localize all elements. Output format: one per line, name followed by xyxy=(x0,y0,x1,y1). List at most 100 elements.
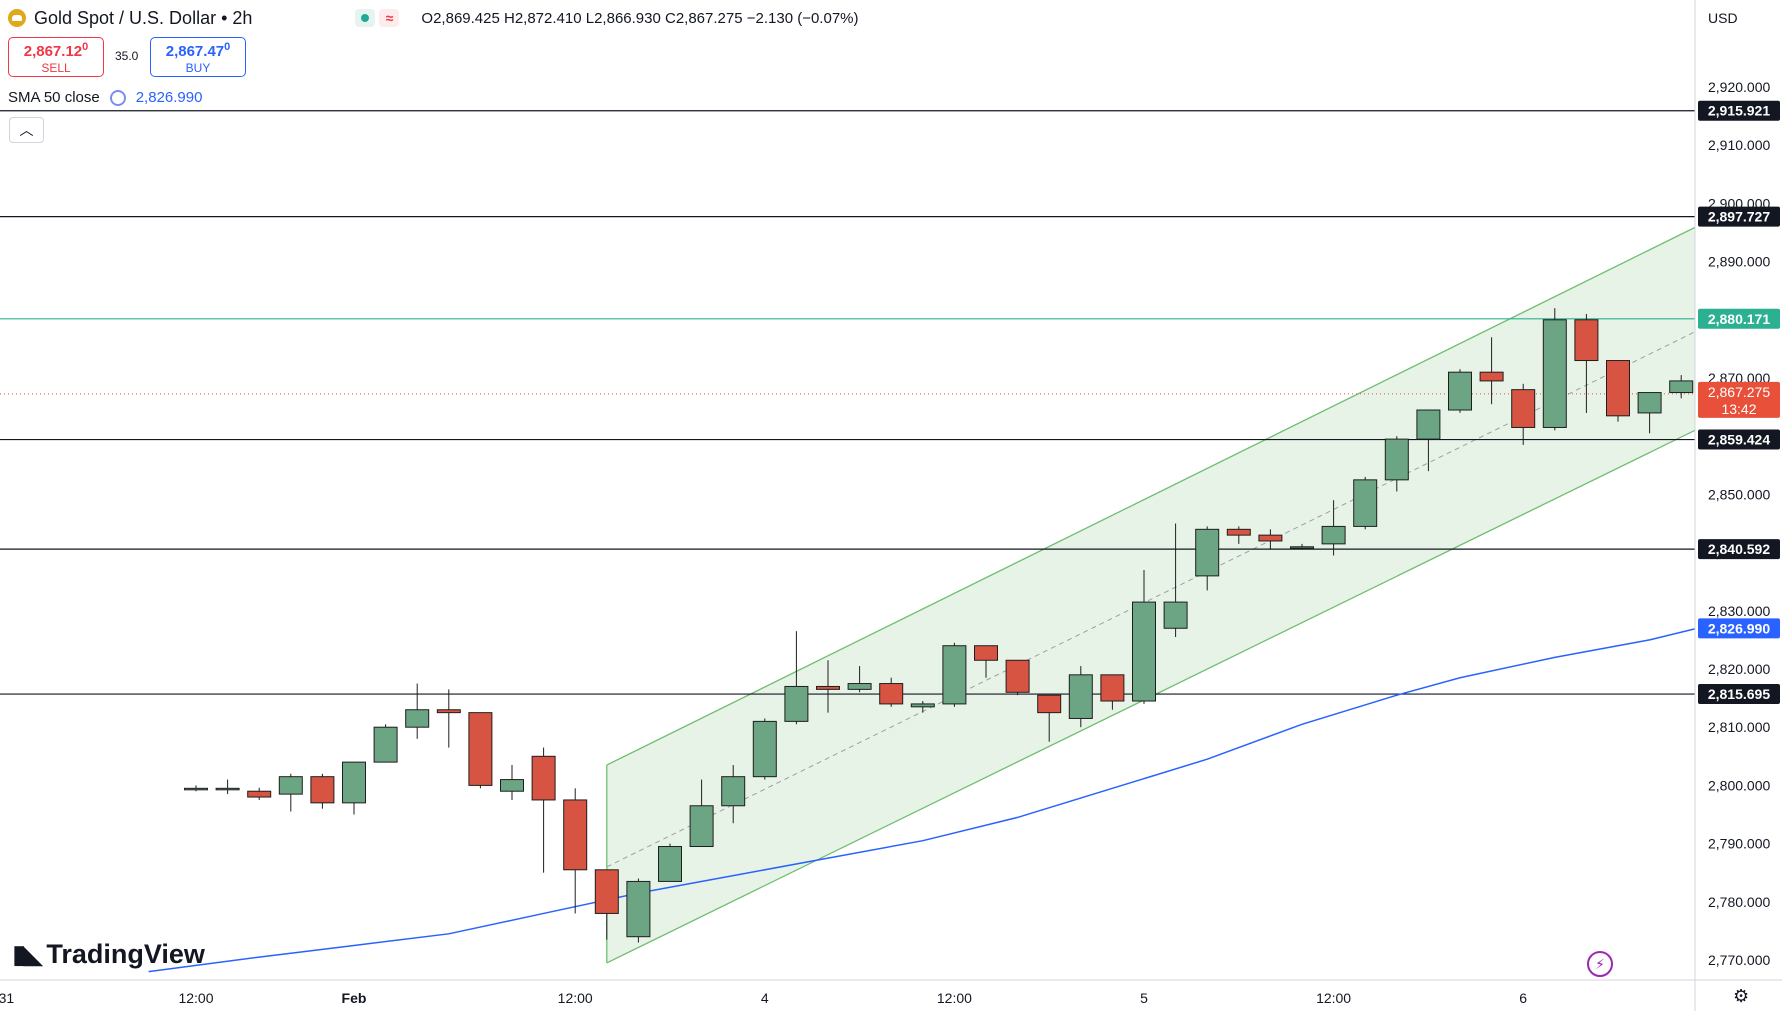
candle xyxy=(879,677,904,707)
candle xyxy=(278,773,303,812)
sma-value: 2,826.990 xyxy=(135,89,203,106)
tradingview-logo: ▮◣ TradingView xyxy=(12,939,205,969)
candle-body xyxy=(468,712,493,786)
level-price-label: 2,915.921 xyxy=(1708,103,1770,119)
candle-body xyxy=(689,805,714,848)
candle-body xyxy=(1384,438,1409,481)
candle-body xyxy=(373,726,398,763)
channel-fill xyxy=(606,227,1695,963)
candle-body xyxy=(784,685,809,722)
candle xyxy=(689,779,714,848)
candle-body xyxy=(1637,392,1662,414)
y-tick-label: 2,790.000 xyxy=(1708,836,1770,852)
plot-area xyxy=(0,110,1695,973)
candle xyxy=(1416,409,1441,472)
candle xyxy=(1290,543,1314,550)
sell-button[interactable]: 2,867.120 SELL xyxy=(8,37,104,77)
candle xyxy=(816,660,840,713)
x-tick-label: 4 xyxy=(761,990,769,1006)
candle-body xyxy=(1574,319,1599,362)
level-price-label: 2,880.171 xyxy=(1708,311,1770,327)
candle-body xyxy=(1606,360,1630,417)
y-tick-label: 2,890.000 xyxy=(1708,254,1770,270)
level-price-tag xyxy=(1698,206,1780,227)
candle-body xyxy=(405,709,430,728)
candle xyxy=(910,701,935,713)
x-tick-label: 12:00 xyxy=(1316,990,1351,1006)
channel-mid-line xyxy=(606,331,1695,868)
candle xyxy=(247,787,272,800)
currency-selector[interactable]: USD xyxy=(1708,10,1738,26)
candle-body xyxy=(1005,659,1030,693)
sma-legend[interactable]: SMA 50 close 2,826.990 xyxy=(8,89,202,106)
candle xyxy=(1226,526,1251,544)
y-tick-label: 2,920.000 xyxy=(1708,79,1770,95)
ohlc-readout: O2,869.425 H2,872.410 L2,866.930 C2,867.… xyxy=(421,9,859,27)
candle xyxy=(626,878,651,943)
candle xyxy=(594,869,619,940)
candle-body xyxy=(752,720,777,778)
symbol-title[interactable]: Gold Spot / U.S. Dollar • 2h xyxy=(34,7,253,28)
candle-body xyxy=(215,787,240,791)
candle-body xyxy=(436,709,461,714)
candle xyxy=(1195,526,1220,591)
candle-body xyxy=(500,779,524,792)
level-price-label: 2,815.695 xyxy=(1708,686,1770,702)
refresh-icon[interactable] xyxy=(109,89,126,106)
candle xyxy=(1037,694,1062,742)
candle xyxy=(563,788,588,914)
x-tick-label: 5 xyxy=(1140,990,1148,1006)
candle-body xyxy=(1669,380,1694,394)
chart-header: Gold Spot / U.S. Dollar • 2h ≈ O2,869.42… xyxy=(8,6,859,30)
y-tick-label: 2,850.000 xyxy=(1708,486,1770,502)
candle-body xyxy=(278,776,303,795)
candle-body xyxy=(658,846,682,882)
collapse-legend-button[interactable]: ︿ xyxy=(9,117,44,143)
candle xyxy=(468,712,493,789)
candle xyxy=(784,631,809,725)
candle xyxy=(1068,666,1093,728)
candle-body xyxy=(1290,546,1314,549)
sma-line xyxy=(148,628,1695,973)
candle-body xyxy=(1226,528,1251,536)
level-price-label: 2,897.727 xyxy=(1708,209,1770,225)
candle-body xyxy=(1448,371,1472,411)
candle xyxy=(1132,570,1156,704)
bar-countdown-label: 13:42 xyxy=(1721,401,1756,417)
candle xyxy=(1448,369,1472,413)
y-tick-label: 2,820.000 xyxy=(1708,661,1770,677)
chevron-up-icon: ︿ xyxy=(19,122,34,138)
candle-body xyxy=(1068,674,1093,719)
candle xyxy=(1005,659,1030,696)
y-tick-label: 2,910.000 xyxy=(1708,137,1770,153)
lightning-icon[interactable]: ⚡ xyxy=(1587,951,1613,977)
y-tick-label: 2,830.000 xyxy=(1708,603,1770,619)
buy-button[interactable]: 2,867.470 BUY xyxy=(150,37,246,77)
candle-body xyxy=(1163,601,1188,629)
gear-icon[interactable]: ⚙ xyxy=(1733,986,1750,1006)
x-tick-label: 31 xyxy=(0,990,14,1006)
candle-body xyxy=(721,776,746,807)
level-price-tag xyxy=(1698,100,1780,121)
candle xyxy=(721,765,746,824)
candle xyxy=(1384,436,1409,492)
candle xyxy=(974,645,998,678)
candle xyxy=(405,683,430,739)
candle-body xyxy=(1542,319,1567,428)
level-price-tag xyxy=(1698,308,1780,329)
candle xyxy=(310,773,335,809)
candle-body xyxy=(626,880,651,938)
y-tick-label: 2,770.000 xyxy=(1708,952,1770,968)
candle-body xyxy=(910,703,935,708)
candle-body xyxy=(942,645,967,705)
sma-price-label: 2,826.990 xyxy=(1708,620,1770,636)
market-open-dot-icon[interactable] xyxy=(355,9,376,27)
delay-wave-icon[interactable]: ≈ xyxy=(379,9,400,27)
candle-body xyxy=(1321,525,1346,545)
candle xyxy=(942,642,967,707)
level-price-tag xyxy=(1698,539,1780,560)
x-tick-label: 12:00 xyxy=(937,990,972,1006)
candle xyxy=(752,718,777,780)
candle xyxy=(1574,313,1599,413)
